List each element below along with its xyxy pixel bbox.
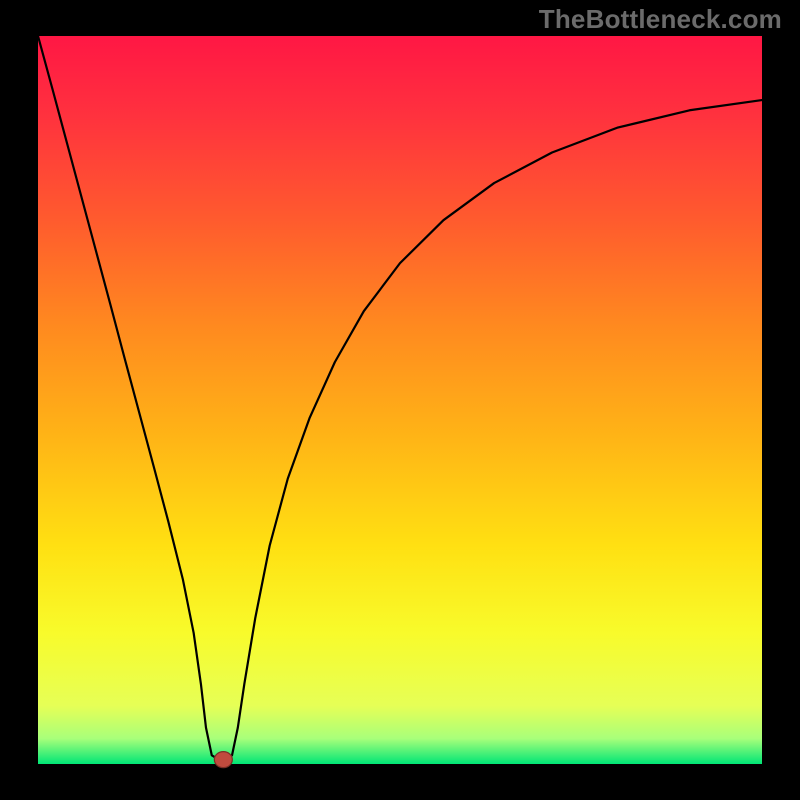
gradient-plot-area <box>38 36 762 764</box>
chart-container: TheBottleneck.com <box>0 0 800 800</box>
bottleneck-chart <box>0 0 800 800</box>
watermark-text: TheBottleneck.com <box>539 4 782 35</box>
optimal-point-marker <box>214 752 232 768</box>
